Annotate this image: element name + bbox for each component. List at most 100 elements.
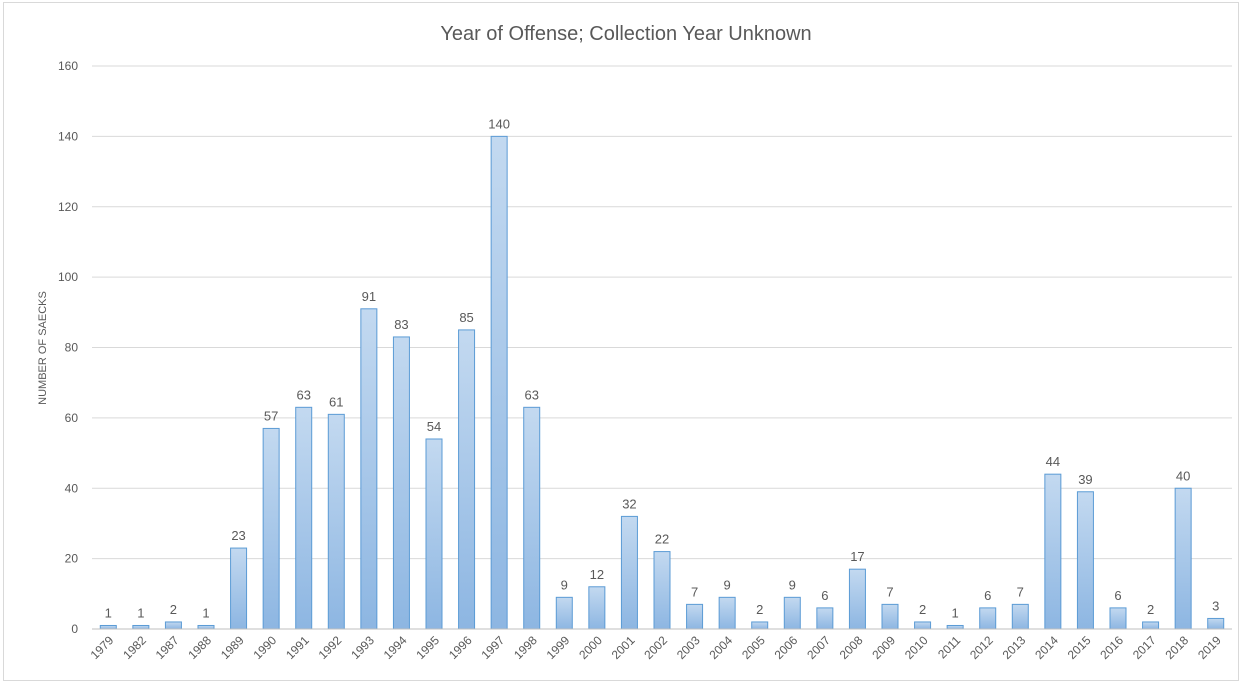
data-label-2008: 17	[850, 549, 864, 564]
x-tick-label-2016: 2016	[1097, 633, 1126, 662]
data-label-1995: 54	[427, 419, 441, 434]
bar-2005	[751, 621, 769, 630]
bar-2000	[588, 586, 606, 630]
bar-1992	[327, 413, 345, 630]
data-label-2012: 6	[984, 588, 991, 603]
bar-2019	[1207, 617, 1225, 630]
x-tick-label-2017: 2017	[1130, 633, 1159, 662]
x-tick-label-2014: 2014	[1032, 633, 1061, 662]
x-tick-label-2003: 2003	[674, 633, 703, 662]
data-label-1998: 63	[524, 387, 538, 402]
y-axis-label: NUMBER OF SAECKS	[37, 291, 49, 405]
data-label-1994: 83	[394, 317, 408, 332]
data-label-1991: 63	[296, 387, 310, 402]
x-tick-label-2013: 2013	[1000, 633, 1029, 662]
x-tick-label-1994: 1994	[381, 633, 410, 662]
y-tick-label: 40	[65, 481, 79, 495]
bar-2010	[914, 621, 932, 630]
y-tick-label: 60	[65, 411, 79, 425]
data-label-2010: 2	[919, 602, 926, 617]
x-tick-label-2009: 2009	[869, 633, 898, 662]
x-tick-label-2000: 2000	[576, 633, 605, 662]
x-tick-label-2018: 2018	[1162, 633, 1191, 662]
data-label-1992: 61	[329, 394, 343, 409]
data-label-1988: 1	[202, 605, 209, 620]
y-tick-label: 140	[58, 129, 78, 143]
bar-2012	[979, 607, 997, 630]
bar-2006	[783, 596, 801, 630]
chart-title: Year of Offense; Collection Year Unknown	[440, 23, 811, 45]
data-label-2011: 1	[952, 605, 959, 620]
x-tick-label-2007: 2007	[804, 633, 833, 662]
bar-1991	[295, 406, 313, 630]
bar-2009	[881, 603, 899, 630]
data-label-2018: 40	[1176, 468, 1190, 483]
data-label-2019: 3	[1212, 598, 1219, 613]
x-tick-label-1993: 1993	[348, 633, 377, 662]
x-tick-label-2008: 2008	[837, 633, 866, 662]
y-tick-label: 100	[58, 270, 78, 284]
bar-2016	[1109, 607, 1127, 630]
x-axis-ticks: 1979 1982 1987 1988 1989 1990 1991 1992 1993 1994…	[88, 633, 1224, 662]
gridlines	[92, 65, 1232, 560]
bar-1995	[425, 438, 443, 630]
bar-2013	[1011, 603, 1029, 630]
y-tick-label: 160	[58, 59, 78, 73]
bar-2018	[1174, 487, 1192, 630]
x-tick-label-1979: 1979	[88, 633, 117, 662]
data-label-1996: 85	[459, 310, 473, 325]
x-tick-label-2019: 2019	[1195, 633, 1224, 662]
bar-2007	[816, 607, 834, 630]
data-label-2013: 7	[1017, 584, 1024, 599]
data-label-2002: 22	[655, 532, 669, 547]
bar-1989	[230, 547, 248, 630]
data-label-2009: 7	[886, 584, 893, 599]
x-tick-label-1997: 1997	[478, 633, 507, 662]
x-tick-label-1998: 1998	[511, 633, 540, 662]
bar-2011	[946, 624, 964, 630]
x-tick-label-1988: 1988	[185, 633, 214, 662]
data-label-2006: 9	[789, 577, 796, 592]
data-label-1999: 9	[561, 577, 568, 592]
y-axis-ticks: 0 20 40 60 80 100 120 140 160	[58, 59, 78, 636]
bar-1982	[132, 624, 150, 630]
x-tick-label-2010: 2010	[902, 633, 931, 662]
data-label-2016: 6	[1114, 588, 1121, 603]
bars	[99, 135, 1225, 630]
data-label-2004: 9	[724, 577, 731, 592]
x-tick-label-1996: 1996	[446, 633, 475, 662]
data-label-2000: 12	[590, 567, 604, 582]
x-tick-label-1987: 1987	[153, 633, 182, 662]
y-tick-label: 120	[58, 200, 78, 214]
x-tick-label-2004: 2004	[706, 633, 735, 662]
bar-2017	[1142, 621, 1160, 630]
data-label-2001: 32	[622, 496, 636, 511]
x-tick-label-2012: 2012	[967, 633, 996, 662]
bar-1994	[392, 336, 410, 630]
bar-1979	[99, 624, 117, 630]
bar-2014	[1044, 473, 1062, 630]
data-label-2014: 44	[1046, 454, 1060, 469]
bar-1996	[458, 329, 476, 630]
data-label-1997: 140	[488, 116, 510, 131]
data-label-2003: 7	[691, 584, 698, 599]
bar-2003	[686, 603, 704, 630]
data-label-2005: 2	[756, 602, 763, 617]
bar-1990	[262, 427, 280, 630]
data-label-2017: 2	[1147, 602, 1154, 617]
y-tick-label: 80	[65, 341, 79, 355]
x-tick-label-2002: 2002	[641, 633, 670, 662]
y-tick-label: 0	[71, 622, 78, 636]
bar-1998	[523, 406, 541, 630]
bar-2015	[1076, 491, 1094, 630]
data-label-1982: 1	[137, 605, 144, 620]
chart-frame	[3, 2, 1239, 681]
data-label-2007: 6	[821, 588, 828, 603]
bar-1997	[490, 135, 508, 630]
x-tick-label-2006: 2006	[772, 633, 801, 662]
data-label-1993: 91	[362, 289, 376, 304]
bar-2008	[848, 568, 866, 630]
